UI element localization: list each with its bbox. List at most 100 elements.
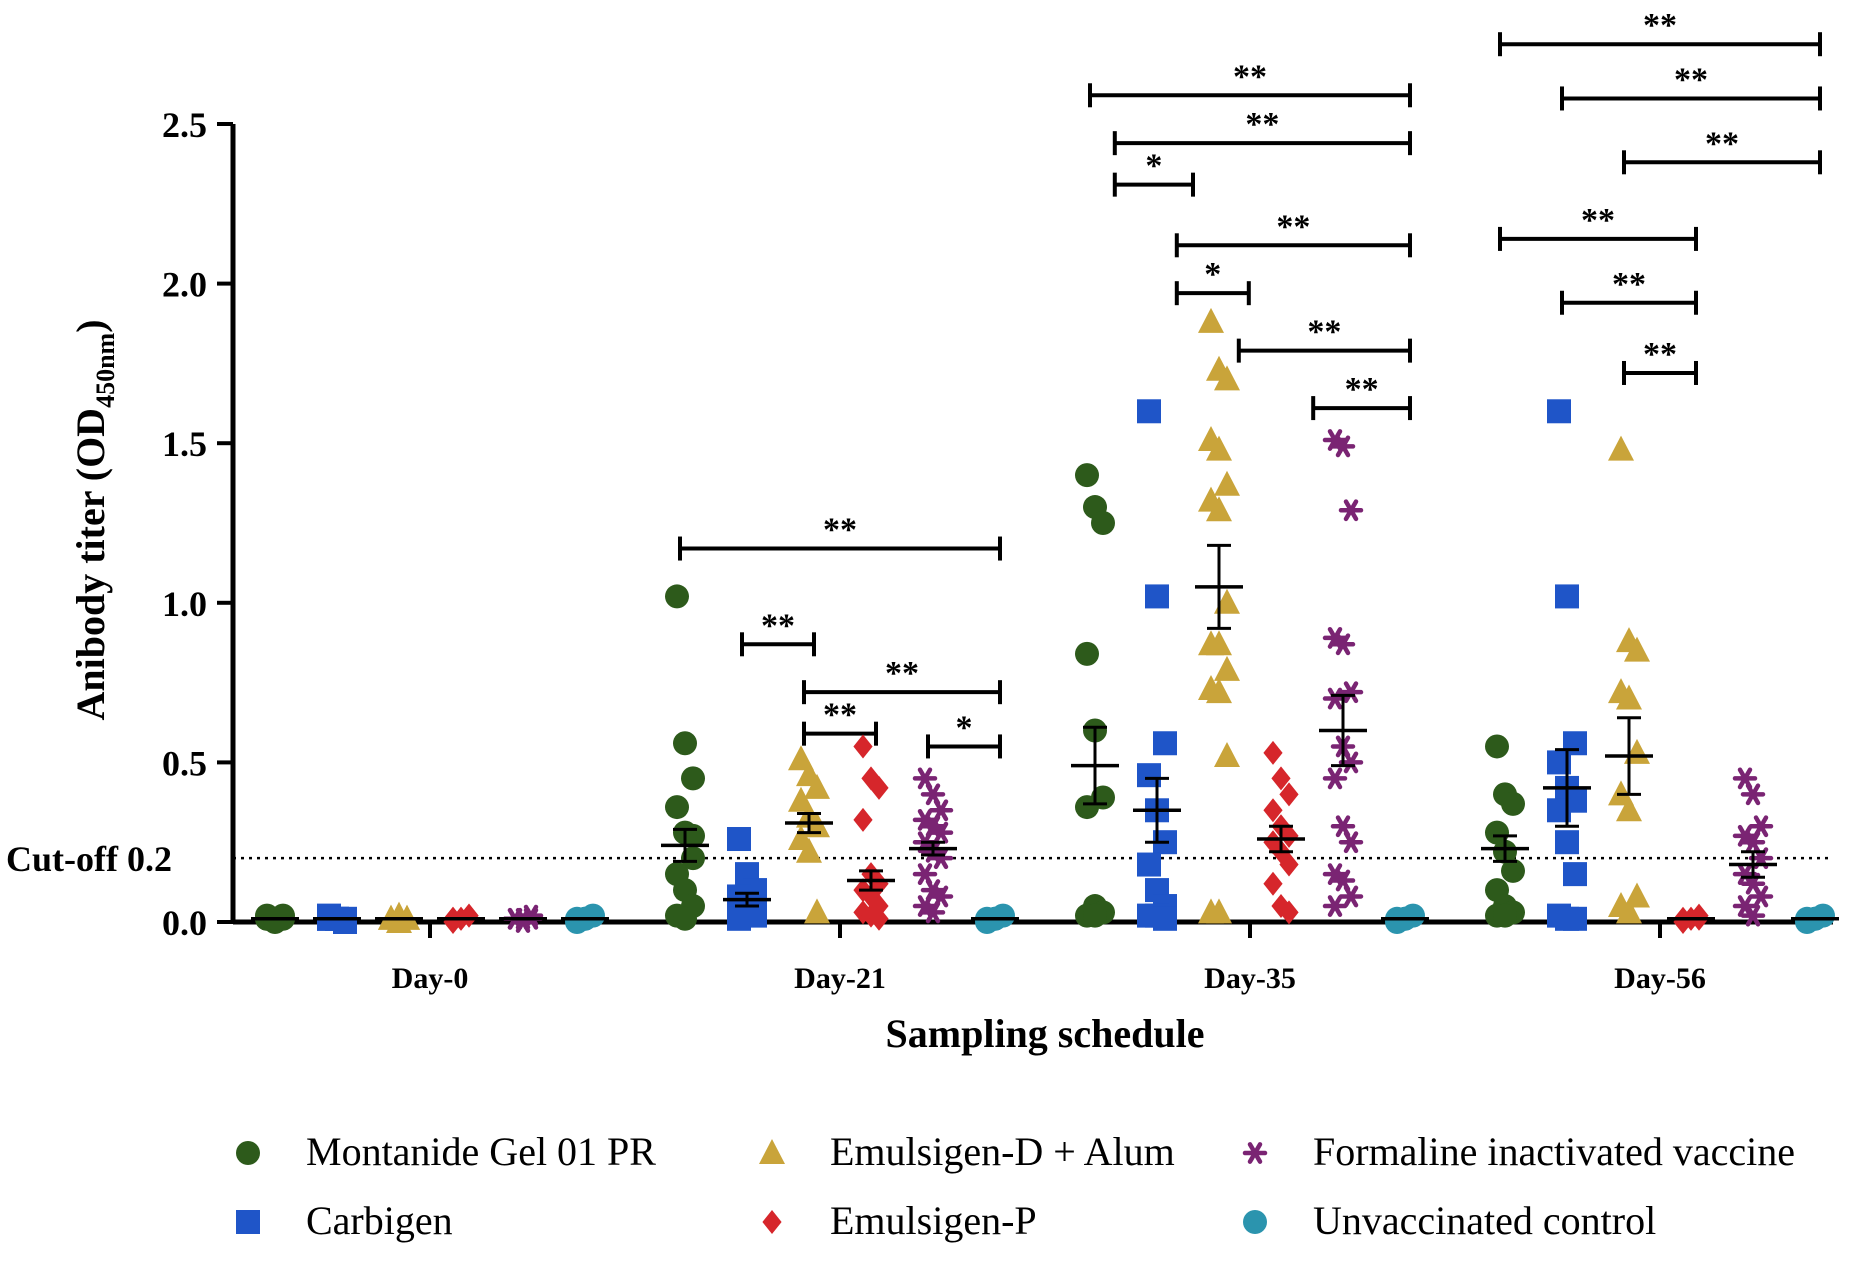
point-emulsigen-p-day2 [1279, 852, 1299, 877]
point-emulsigen-d-alum-day3 [1624, 882, 1650, 908]
point-montanide-gel-01-pr-day3 [1485, 734, 1509, 759]
point-emulsigen-p-day0 [459, 903, 479, 928]
point-montanide-gel-01-pr-day2 [1075, 463, 1099, 488]
point-montanide-gel-01-pr-day1 [681, 766, 705, 791]
asterisk-stroke [1343, 885, 1359, 908]
asterisk-stroke [1335, 869, 1351, 892]
significance-label: ** [1643, 336, 1677, 373]
point-emulsigen-d-alum-day1 [804, 773, 830, 799]
point-emulsigen-p-day2 [1279, 782, 1299, 807]
point-emulsigen-p-day2 [1263, 740, 1283, 765]
point-emulsigen-p-day3 [1673, 910, 1693, 934]
significance-label: ** [1581, 202, 1615, 239]
asterisk-stroke [1737, 895, 1753, 917]
point-emulsigen-p-day2 [1271, 894, 1291, 919]
asterisk-stroke [1343, 751, 1359, 774]
point-montanide-gel-01-pr-day1 [665, 584, 689, 609]
legend: Montanide Gel 01 PR Emulsigen-D + Alum For… [236, 1129, 1795, 1243]
significance-label: ** [1674, 61, 1708, 98]
legend-marker-emulsigen-d-alum [759, 1139, 785, 1164]
point-montanide-gel-01-pr-day2 [1091, 511, 1115, 535]
point-formaline-inactivated-vaccine-day1 [928, 847, 954, 870]
significance-label: * [1204, 256, 1221, 293]
point-carbigen-day3 [1563, 906, 1587, 931]
point-formaline-inactivated-vaccine-day2 [1338, 885, 1364, 908]
legend-label-emulsigen-d-alum: Emulsigen-D + Alum [830, 1129, 1175, 1174]
y-axis-title-close: ) [68, 319, 113, 332]
point-emulsigen-d-alum-day3 [1608, 435, 1634, 461]
point-formaline-inactivated-vaccine-day1 [920, 783, 946, 806]
significance-label: * [956, 709, 973, 746]
point-formaline-inactivated-vaccine-day1 [912, 767, 938, 790]
point-montanide-gel-01-pr-day2 [1075, 641, 1099, 666]
point-emulsigen-d-alum-day2 [1206, 496, 1232, 522]
asterisk-stroke [917, 767, 933, 790]
point-formaline-inactivated-vaccine-day2 [1322, 895, 1348, 917]
legend-marker-montanide-gel-01-pr [236, 1141, 260, 1165]
significance-brackets: ******** ************************* [678, 7, 1822, 759]
legend-marker-unvaccinated-control [1243, 1210, 1267, 1234]
point-emulsigen-p-day2 [1263, 798, 1283, 823]
asterisk-stroke [1247, 1142, 1263, 1164]
point-montanide-gel-01-pr-day3 [1501, 858, 1525, 883]
legend-label-montanide-gel-01-pr: Montanide Gel 01 PR [306, 1129, 656, 1174]
point-emulsigen-d-alum-day2 [1206, 435, 1232, 461]
point-carbigen-day2 [1153, 906, 1177, 931]
significance-label: ** [1612, 266, 1646, 303]
significance-label: ** [1705, 125, 1739, 162]
axes: Sampling schedule Anibody titer (OD450nm… [68, 105, 1833, 1056]
y-tick-label: 2.5 [162, 105, 207, 145]
point-emulsigen-d-alum-day2 [1198, 307, 1224, 333]
asterisk-stroke [1343, 499, 1359, 522]
point-emulsigen-p-day2 [1271, 766, 1291, 791]
significance-label: ** [1345, 371, 1379, 408]
point-formaline-inactivated-vaccine-day2 [1338, 681, 1364, 704]
x-tick-label: Day-0 [392, 962, 469, 995]
x-axis-title: Sampling schedule [886, 1011, 1205, 1056]
point-formaline-inactivated-vaccine-day1 [928, 821, 954, 844]
point-emulsigen-d-alum-day3 [1616, 684, 1642, 710]
asterisk-stroke [1335, 435, 1351, 458]
point-emulsigen-p-day2 [1279, 823, 1299, 848]
legend-label-formaline-inactivated-vaccine: Formaline inactivated vaccine [1313, 1129, 1795, 1174]
point-emulsigen-p-day2 [1263, 871, 1283, 896]
point-emulsigen-d-alum-day2 [1214, 470, 1240, 496]
asterisk-stroke [1343, 681, 1359, 704]
x-tick-label: Day-21 [794, 962, 886, 995]
significance-label: * [1145, 148, 1162, 185]
legend-marker-formaline-inactivated-vaccine [1242, 1142, 1268, 1164]
significance-label: ** [1276, 208, 1310, 245]
point-formaline-inactivated-vaccine-day3 [1740, 783, 1766, 806]
significance-label: ** [761, 607, 795, 644]
point-formaline-inactivated-vaccine-day3 [1740, 904, 1766, 927]
point-formaline-inactivated-vaccine-day1 [928, 799, 954, 822]
asterisk-stroke [1335, 815, 1351, 838]
point-emulsigen-d-alum-day3 [1624, 636, 1650, 662]
point-montanide-gel-01-pr-day1 [681, 846, 705, 871]
asterisk-stroke [1327, 767, 1343, 790]
point-carbigen-day1 [727, 906, 751, 931]
point-emulsigen-d-alum-day2 [1214, 655, 1240, 681]
significance-label: ** [885, 655, 919, 692]
significance-label: ** [1307, 314, 1341, 351]
asterisk-stroke [1343, 831, 1359, 854]
point-emulsigen-p-day1 [853, 734, 873, 759]
asterisk-stroke [1335, 633, 1351, 656]
point-carbigen-day3 [1563, 862, 1587, 887]
point-emulsigen-d-alum-day2 [1206, 630, 1232, 656]
asterisk-stroke [1745, 783, 1761, 806]
point-formaline-inactivated-vaccine-day2 [1338, 831, 1364, 854]
y-axis-title: Anibody titer (OD450nm) [68, 319, 120, 720]
point-montanide-gel-01-pr-day2 [1083, 903, 1107, 928]
point-formaline-inactivated-vaccine-day2 [1330, 435, 1356, 458]
legend-label-carbigen: Carbigen [306, 1198, 453, 1243]
asterisk-stroke [1327, 687, 1343, 710]
point-carbigen-day2 [1153, 731, 1177, 756]
point-formaline-inactivated-vaccine-day2 [1330, 815, 1356, 838]
point-carbigen-day2 [1137, 852, 1161, 877]
significance-label: ** [823, 512, 857, 549]
point-formaline-inactivated-vaccine-day3 [1748, 815, 1774, 838]
point-formaline-inactivated-vaccine-day2 [1330, 633, 1356, 656]
asterisk-stroke [1745, 831, 1761, 854]
